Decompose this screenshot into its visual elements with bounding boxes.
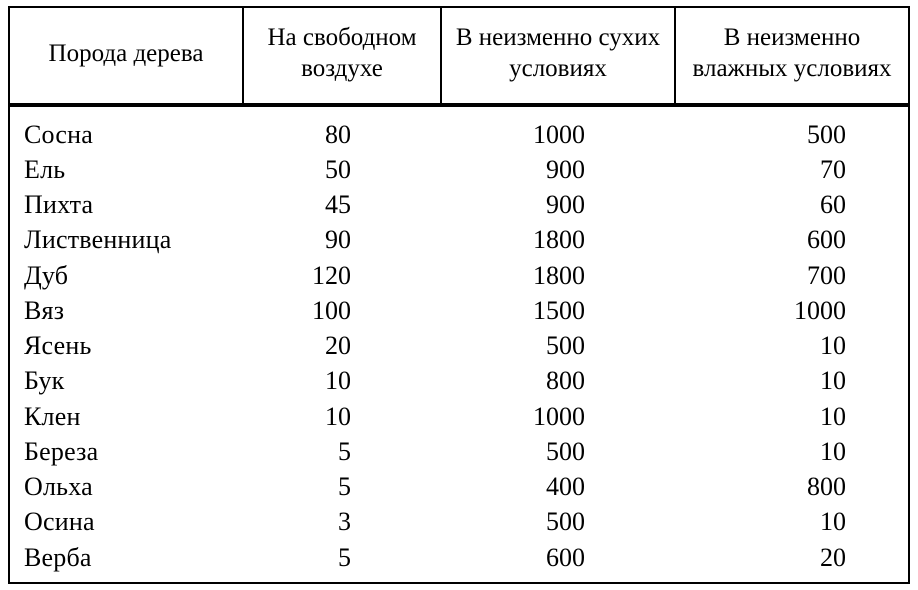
cell-dry: 500: [441, 434, 675, 469]
cell-species: Верба: [9, 540, 243, 583]
cell-species: Бук: [9, 363, 243, 398]
table-row: Клен 10 1000 10: [9, 399, 909, 434]
cell-species: Дуб: [9, 258, 243, 293]
cell-species: Лиственница: [9, 222, 243, 257]
cell-dry: 1000: [441, 399, 675, 434]
wood-durability-table: Порода дерева На свободном воздухе В неи…: [8, 6, 910, 584]
cell-wet: 500: [675, 117, 909, 152]
cell-dry: 600: [441, 540, 675, 583]
cell-dry: 500: [441, 504, 675, 539]
cell-dry: 400: [441, 469, 675, 504]
cell-wet: 10: [675, 399, 909, 434]
cell-species: Осина: [9, 504, 243, 539]
table-row: Лиственница 90 1800 600: [9, 222, 909, 257]
cell-dry: 1500: [441, 293, 675, 328]
cell-dry: 800: [441, 363, 675, 398]
cell-wet: 10: [675, 363, 909, 398]
table-row: Осина 3 500 10: [9, 504, 909, 539]
table-row: Бук 10 800 10: [9, 363, 909, 398]
cell-dry: 1800: [441, 258, 675, 293]
cell-species: Ель: [9, 152, 243, 187]
cell-open-air: 5: [243, 469, 441, 504]
cell-wet: 10: [675, 328, 909, 363]
cell-open-air: 20: [243, 328, 441, 363]
col-header-dry: В неизменно сухих условиях: [441, 7, 675, 105]
cell-dry: 1000: [441, 117, 675, 152]
table-row: Ель 50 900 70: [9, 152, 909, 187]
table-row: [9, 105, 909, 117]
cell-open-air: 120: [243, 258, 441, 293]
cell-species: Береза: [9, 434, 243, 469]
cell-dry: 900: [441, 152, 675, 187]
cell-species: Ясень: [9, 328, 243, 363]
cell-dry: 900: [441, 187, 675, 222]
cell-wet: 700: [675, 258, 909, 293]
col-header-open-air: На свободном воздухе: [243, 7, 441, 105]
cell-open-air: 10: [243, 399, 441, 434]
cell-dry: 1800: [441, 222, 675, 257]
cell-open-air: 5: [243, 434, 441, 469]
cell-wet: 20: [675, 540, 909, 583]
cell-species: Клен: [9, 399, 243, 434]
cell-wet: 600: [675, 222, 909, 257]
col-header-wet: В неизменно влажных усло­виях: [675, 7, 909, 105]
cell-open-air: 3: [243, 504, 441, 539]
cell-wet: 800: [675, 469, 909, 504]
table-row: Сосна 80 1000 500: [9, 117, 909, 152]
cell-open-air: 100: [243, 293, 441, 328]
table-header-row: Порода дерева На свободном воздухе В неи…: [9, 7, 909, 105]
cell-species: Сосна: [9, 117, 243, 152]
cell-dry: 500: [441, 328, 675, 363]
cell-open-air: 80: [243, 117, 441, 152]
col-header-species: Порода дерева: [9, 7, 243, 105]
table-row: Вяз 100 1500 1000: [9, 293, 909, 328]
table-row: Дуб 120 1800 700: [9, 258, 909, 293]
table-row: Береза 5 500 10: [9, 434, 909, 469]
cell-open-air: 90: [243, 222, 441, 257]
cell-wet: 10: [675, 504, 909, 539]
table-row: Пихта 45 900 60: [9, 187, 909, 222]
cell-open-air: 5: [243, 540, 441, 583]
cell-open-air: 45: [243, 187, 441, 222]
cell-open-air: 10: [243, 363, 441, 398]
cell-wet: 70: [675, 152, 909, 187]
table-row: Ольха 5 400 800: [9, 469, 909, 504]
cell-wet: 1000: [675, 293, 909, 328]
table-row: Верба 5 600 20: [9, 540, 909, 583]
cell-species: Вяз: [9, 293, 243, 328]
cell-open-air: 50: [243, 152, 441, 187]
table-row: Ясень 20 500 10: [9, 328, 909, 363]
cell-wet: 10: [675, 434, 909, 469]
cell-species: Пихта: [9, 187, 243, 222]
cell-species: Ольха: [9, 469, 243, 504]
table-body: Сосна 80 1000 500 Ель 50 900 70 Пихта 45…: [9, 105, 909, 583]
cell-wet: 60: [675, 187, 909, 222]
